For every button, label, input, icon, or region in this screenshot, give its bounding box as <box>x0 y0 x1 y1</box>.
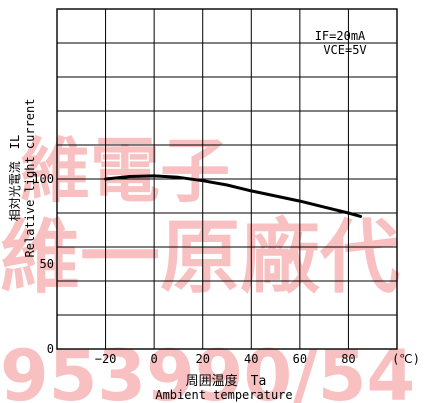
x-tick-label: 80 <box>341 352 355 366</box>
y-axis-ticks: 0 50 100 <box>32 172 54 356</box>
condition-vce: VCE=5V <box>323 43 366 57</box>
x-axis-label: 周囲温度 Ta <box>186 373 267 389</box>
series-line <box>104 174 363 218</box>
x-unit-label: (℃) <box>392 352 420 366</box>
y-tick-label: 0 <box>47 342 54 356</box>
watermark-line-2: 維一原廠代 <box>0 211 400 304</box>
y-tick-label: 100 <box>32 172 54 186</box>
condition-if: IF=20mA <box>315 29 366 43</box>
x-tick-label: 40 <box>244 352 258 366</box>
y-tick-label: 50 <box>40 257 54 271</box>
x-tick-label: 20 <box>195 352 209 366</box>
x-tick-label: 0 <box>151 352 158 366</box>
series-layer <box>104 174 363 218</box>
watermark: 維電子 維一原廠代 953990/54 <box>0 130 415 403</box>
x-axis-ticks: −20 0 20 40 60 80 <box>95 352 356 366</box>
y-axis-label-en: Relative light current <box>23 99 37 258</box>
x-tick-label: −20 <box>95 352 117 366</box>
plot-frame <box>56 8 398 350</box>
x-tick-label: 60 <box>293 352 307 366</box>
grid <box>57 9 397 349</box>
y-axis-label: 相対光電流 IL <box>8 135 22 221</box>
x-axis-label-en: Ambient temperature <box>155 388 292 402</box>
watermark-line-1: 維電子 <box>20 130 230 212</box>
watermark-line-3: 953990/54 <box>0 335 415 403</box>
